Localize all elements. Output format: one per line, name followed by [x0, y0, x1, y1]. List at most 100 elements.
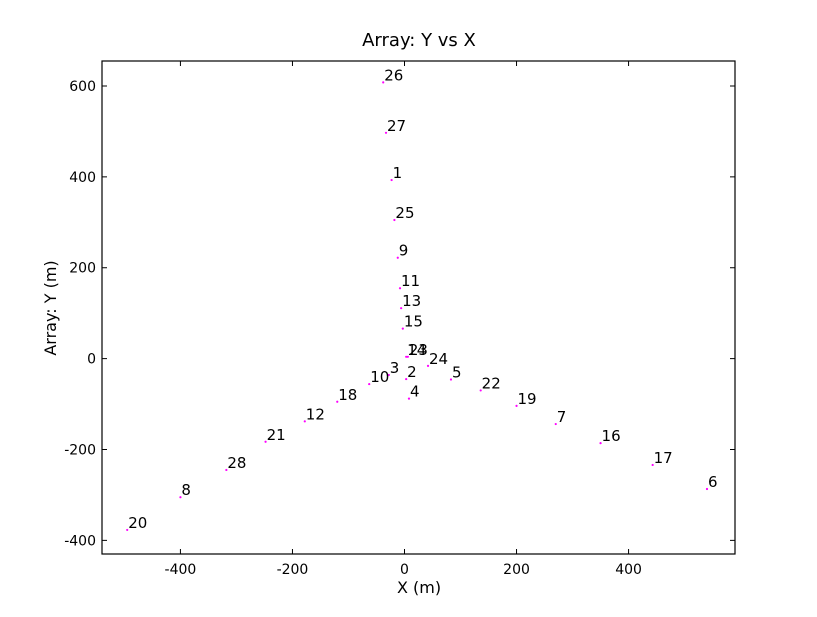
x-tick-label: -400	[165, 562, 197, 578]
point-marker	[407, 397, 411, 400]
point-label: 25	[395, 204, 414, 222]
data-point: 4	[407, 383, 420, 401]
point-marker	[515, 404, 518, 407]
point-label: 27	[387, 117, 406, 135]
point-label: 18	[338, 386, 357, 404]
data-point: 7	[554, 408, 567, 426]
point-label: 10	[370, 368, 389, 386]
point-marker	[406, 355, 409, 358]
point-marker	[426, 364, 430, 367]
y-tick-label: 0	[87, 352, 96, 368]
data-point: 15	[401, 313, 423, 331]
point-marker	[599, 442, 602, 445]
point-marker	[387, 373, 390, 377]
point-marker	[382, 81, 385, 84]
point-marker	[368, 382, 371, 386]
point-label: 20	[128, 514, 147, 532]
point-label: 11	[401, 272, 420, 290]
point-marker	[479, 389, 482, 392]
point-label: 4	[410, 383, 420, 401]
point-label: 1	[393, 164, 403, 182]
data-point: 27	[384, 117, 406, 135]
data-point: 12	[303, 405, 325, 423]
data-point: 28	[225, 454, 246, 472]
point-marker	[405, 377, 408, 381]
data-point: 14	[405, 341, 426, 359]
data-point: 20	[126, 514, 147, 532]
point-label: 3	[390, 359, 400, 377]
y-tick-label: 400	[69, 170, 96, 186]
point-marker	[390, 178, 393, 182]
data-point: 17	[651, 449, 673, 467]
point-label: 2	[407, 363, 417, 381]
point-label: 5	[452, 364, 462, 382]
data-point: 3	[387, 359, 400, 377]
x-axis-title: X (m)	[397, 578, 441, 597]
point-label: 17	[654, 449, 673, 467]
point-marker	[705, 487, 709, 491]
x-tick-label: 200	[503, 562, 530, 578]
point-marker	[398, 287, 402, 290]
point-marker	[400, 307, 403, 310]
point-marker	[336, 400, 339, 403]
data-point: 5	[449, 364, 462, 382]
point-label: 12	[306, 405, 325, 423]
point-label: 16	[602, 427, 621, 445]
point-marker	[393, 218, 396, 222]
data-point: 19	[515, 390, 537, 408]
point-marker	[449, 378, 453, 381]
point-marker	[179, 496, 182, 499]
data-point: 10	[368, 368, 389, 386]
point-label: 21	[267, 426, 286, 444]
point-label: 19	[518, 390, 537, 408]
data-point: 11	[398, 272, 420, 290]
point-marker	[554, 422, 557, 426]
point-marker	[401, 327, 404, 330]
plot-frame	[101, 60, 736, 555]
point-label: 13	[402, 292, 421, 310]
y-axis-title: Array: Y (m)	[41, 260, 60, 355]
point-label: 9	[399, 242, 409, 260]
point-label: 15	[404, 313, 423, 331]
point-label: 6	[708, 473, 718, 491]
data-point: 18	[336, 386, 357, 404]
x-tick-label: 0	[400, 562, 409, 578]
data-point: 22	[479, 374, 501, 392]
y-tick-label: -200	[64, 442, 96, 458]
point-marker	[651, 463, 654, 467]
point-label: 7	[557, 408, 567, 426]
data-point: 1	[390, 164, 403, 182]
point-label: 23	[409, 341, 428, 359]
y-tick-label: 200	[69, 261, 96, 277]
point-label: 28	[227, 454, 246, 472]
chart-title: Array: Y vs X	[362, 30, 476, 51]
data-point: 25	[393, 204, 415, 222]
data-point: 21	[264, 426, 286, 444]
point-marker	[126, 528, 129, 532]
axis-ticks: -400 -200 0 200 400 -400 -200 0 200 400 600	[64, 61, 735, 578]
data-point: 24	[426, 350, 448, 368]
point-label: 22	[482, 374, 501, 392]
point-label: 26	[384, 66, 403, 84]
data-point: 26	[382, 66, 403, 84]
x-tick-label: 400	[615, 562, 642, 578]
point-marker	[405, 355, 408, 358]
data-point: 6	[705, 473, 718, 491]
point-marker	[384, 131, 388, 134]
y-tick-label: -400	[64, 533, 96, 549]
data-point: 2	[405, 363, 417, 381]
point-label: 24	[429, 350, 448, 368]
point-marker	[225, 468, 228, 472]
point-label: 14	[407, 341, 426, 359]
y-tick-label: 600	[69, 79, 96, 95]
x-tick-label: -200	[277, 562, 309, 578]
data-point: 8	[179, 481, 191, 499]
data-point: 23	[406, 341, 428, 359]
data-point: 16	[599, 427, 621, 445]
point-label: 8	[181, 481, 191, 499]
point-marker	[303, 420, 306, 423]
data-point: 13	[400, 292, 421, 310]
